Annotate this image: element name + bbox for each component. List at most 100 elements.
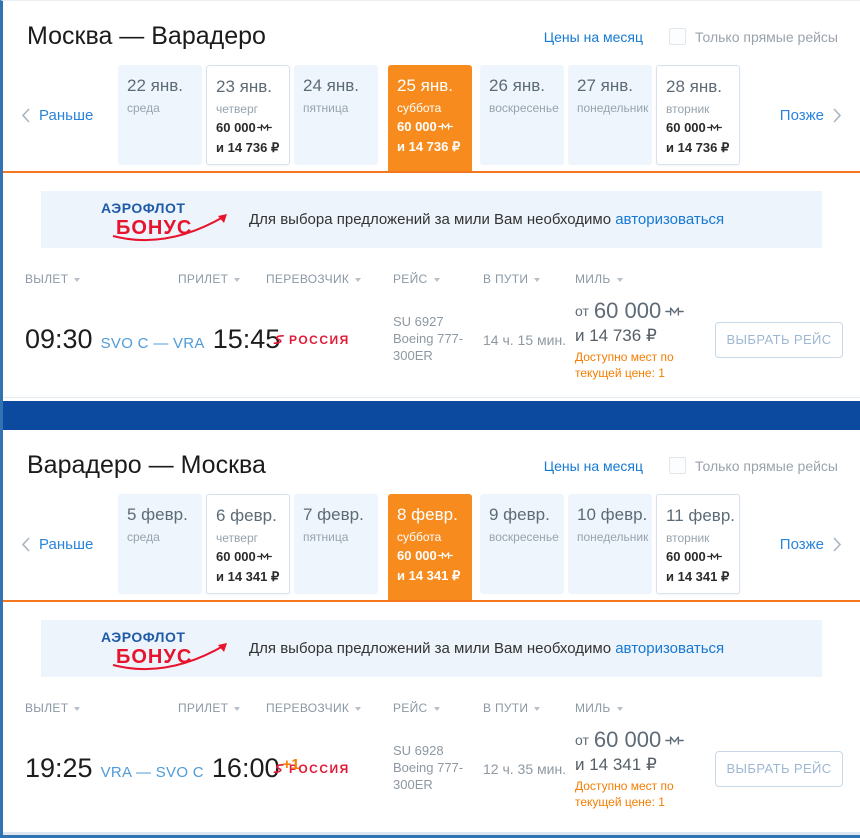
carrier-logo: РОССИЯ [266,333,393,347]
date-card[interactable]: 28 янв. вторник 60 000 и 14 736 ₽ [656,65,740,165]
authorize-link[interactable]: авторизоваться [615,640,725,658]
date-card[interactable]: 6 февр. четверг 60 000 и 14 341 ₽ [206,494,290,595]
flight-duration: 14 ч. 15 мин. [483,331,567,348]
carrier-logo: РОССИЯ [266,762,393,776]
date-label: 7 февр. [303,505,364,525]
miles-amount: 60 000 [397,119,463,134]
earlier-label: Раньше [39,106,94,124]
weekday-label: суббота [397,530,442,545]
direct-flights-toggle[interactable]: Только прямые рейсы [669,28,838,45]
monthly-prices-link[interactable]: Цены на месяц [543,28,644,45]
weekday-label: пятница [303,101,349,115]
date-label: 26 янв. [489,76,545,95]
section-return: Варадеро — Москва Цены на месяц Только п… [3,430,860,835]
aircraft-type: Boeing 777- [393,760,464,776]
sort-carrier[interactable]: ПЕРЕВОЗЧИК [266,701,393,715]
sort-flight[interactable]: РЕЙС [393,701,483,715]
weekday-label: пятница [303,530,349,545]
date-card[interactable]: 27 янв. понедельник [568,65,652,165]
date-card[interactable]: 11 февр. вторник 60 000 и 14 341 ₽ [656,494,740,595]
weekday-label: среда [127,101,160,115]
price-amount: и 14 341 ₽ [216,569,280,585]
sort-caret-icon [534,707,541,712]
sort-arrival[interactable]: ПРИЛЕТ [178,272,266,286]
sort-caret-icon [234,707,241,712]
price-amount: и 14 736 ₽ [216,140,280,155]
direct-flights-checkbox[interactable] [669,457,687,475]
price-amount: и 14 341 ₽ [666,569,730,585]
sort-caret-icon [74,707,81,712]
date-card[interactable]: 23 янв. четверг 60 000 и 14 736 ₽ [206,65,290,165]
date-label: 9 февр. [489,505,550,525]
date-label: 27 янв. [577,76,633,95]
date-label: 5 февр. [127,505,188,525]
date-carousel: Раньше 22 янв. среда 23 янв. четверг 60 … [3,65,860,173]
sort-arrival[interactable]: ПРИЛЕТ [178,701,266,715]
date-card[interactable]: 22 янв. среда [118,65,202,165]
section-outbound: Москва — Варадеро Цены на месяц Только п… [3,1,860,399]
date-card[interactable]: 7 февр. пятница [294,494,378,595]
rub-price: и 14 341 ₽ [575,755,657,775]
date-card-selected[interactable]: 8 февр. суббота 60 000 и 14 341 ₽ [388,494,472,601]
date-label: 24 янв. [303,76,359,95]
date-label: 25 янв. [397,76,453,95]
date-card[interactable]: 10 февр. понедельник [568,494,652,595]
date-card[interactable]: 24 янв. пятница [294,65,378,165]
departure-time: 19:25 [25,753,93,784]
later-button[interactable]: Позже [780,494,842,594]
miles-amount: 60 000 [666,549,730,564]
date-card[interactable]: 9 февр. воскресенье [480,494,564,595]
sort-caret-icon [534,278,541,282]
aeroflot-bonus-banner: АЭРОФЛОТ БОНУС Для выбора предложений за… [41,620,822,678]
flight-number: SU 6928 [393,743,444,759]
sort-caret-icon [616,707,623,712]
weekday-label: среда [127,530,160,545]
miles-price: от 60 000 [575,298,715,324]
sort-flight[interactable]: РЕЙС [393,272,483,286]
monthly-prices-link[interactable]: Цены на месяц [543,457,644,474]
sort-carrier[interactable]: ПЕРЕВОЗЧИК [266,272,393,286]
direct-flights-checkbox[interactable] [669,28,687,45]
sort-caret-icon [433,707,440,712]
miles-icon [437,552,453,560]
rossiya-logo-icon [273,335,284,345]
aircraft-type: Boeing 777- [393,331,464,347]
sort-departure[interactable]: ВЫЛЕТ [25,701,178,715]
sort-departure[interactable]: ВЫЛЕТ [25,272,178,286]
earlier-button[interactable]: Раньше [21,65,118,165]
date-label: 22 янв. [127,76,183,95]
select-flight-button[interactable]: ВЫБРАТЬ РЕЙС [715,750,843,787]
weekday-label: четверг [216,102,258,116]
arrival-time: 16:00 [211,753,280,784]
later-button[interactable]: Позже [780,65,842,165]
date-card[interactable]: 26 янв. воскресенье [480,65,564,165]
sort-caret-icon [433,278,440,282]
weekday-label: суббота [397,101,442,115]
chevron-right-icon [833,537,842,552]
sort-duration[interactable]: В ПУТИ [483,272,575,286]
weekday-label: понедельник [577,530,649,545]
bonus-brand-text: БОНУС [116,645,193,668]
select-flight-button[interactable]: ВЫБРАТЬ РЕЙС [715,321,843,358]
flight-info: SU 6928 Boeing 777- 300ER [393,743,483,794]
weekday-label: воскресенье [489,101,559,115]
sort-miles[interactable]: МИЛЬ [575,272,715,286]
later-label: Позже [779,535,824,553]
direct-flights-toggle[interactable]: Только прямые рейсы [669,457,838,475]
bonus-banner-message: Для выбора предложений за мили Вам необх… [249,211,725,228]
flight-duration: 12 ч. 35 мин. [483,760,567,777]
sort-caret-icon [234,278,241,282]
date-card[interactable]: 5 февр. среда [118,494,202,595]
sort-caret-icon [616,278,623,282]
arrival-time: 15:45 [212,324,281,355]
sort-duration[interactable]: В ПУТИ [483,701,575,715]
earlier-button[interactable]: Раньше [21,494,118,594]
arrival-plus-days: +1 [282,756,300,774]
miles-icon [437,123,453,130]
date-label: 28 янв. [666,77,722,96]
date-card-selected[interactable]: 25 янв. суббота 60 000 и 14 736 ₽ [388,65,472,171]
miles-amount: 60 000 [216,549,280,564]
aeroflot-bonus-banner: АЭРОФЛОТ БОНУС Для выбора предложений за… [41,191,822,248]
authorize-link[interactable]: авторизоваться [615,211,725,228]
sort-miles[interactable]: МИЛЬ [575,701,715,715]
